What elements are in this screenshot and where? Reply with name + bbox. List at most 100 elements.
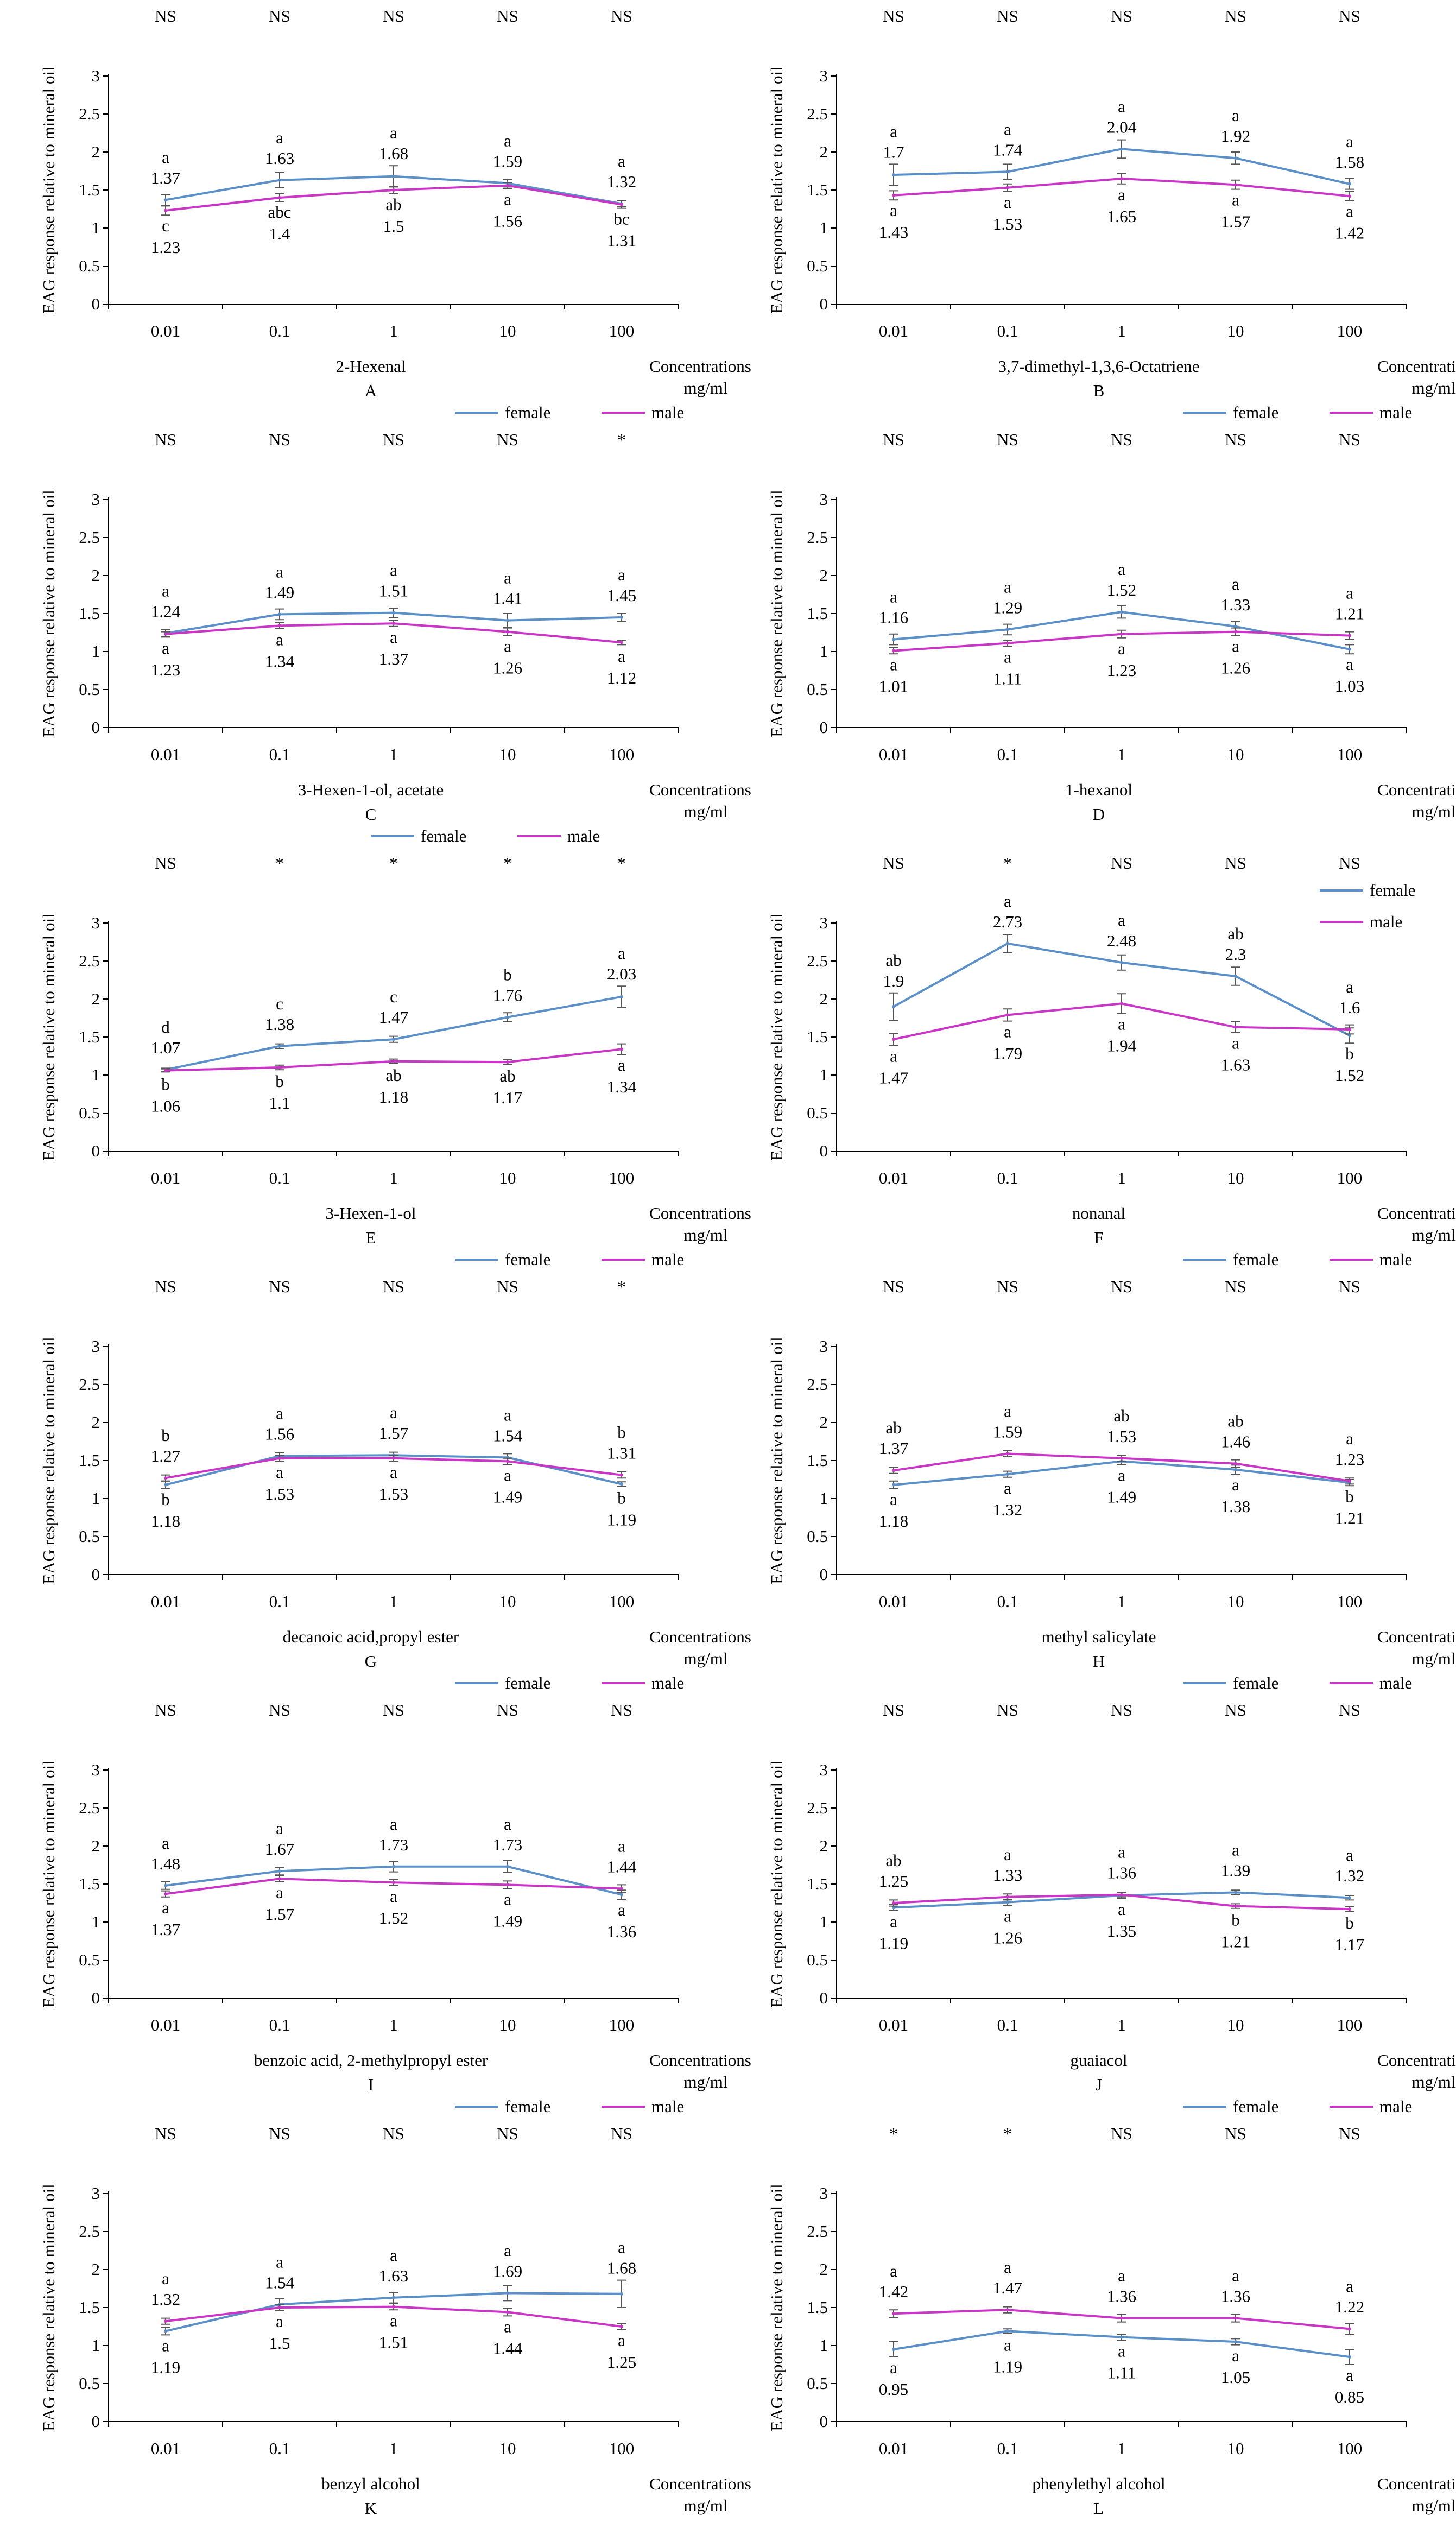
significance-letter: b — [503, 965, 512, 984]
female-data-point — [164, 1883, 167, 1887]
x-tick-label: 10 — [1227, 1592, 1244, 1611]
female-legend-label: female — [505, 1673, 550, 1692]
legend: female male — [455, 1250, 684, 1269]
significance-letter: ab — [885, 1851, 901, 1870]
female-data-point — [506, 1015, 509, 1019]
male-data-point — [892, 2312, 895, 2316]
y-tick-label: 0 — [92, 718, 100, 737]
significance-letter: a — [1232, 2346, 1239, 2365]
significance-letter: a — [504, 131, 511, 150]
data-label: 1.47 — [379, 1008, 408, 1027]
male-data-point — [1006, 1895, 1009, 1899]
compound-name: 3-Hexen-1-ol, acetate — [298, 780, 444, 799]
significance-letter: ab — [1227, 924, 1243, 943]
x-axis-label: Concentrations — [1377, 2051, 1456, 2070]
y-tick-label: 0 — [820, 1141, 828, 1160]
significance-letter: ab — [385, 195, 401, 214]
female-legend-label: female — [505, 2097, 550, 2116]
male-data-point — [1234, 630, 1237, 634]
x-tick-label: 0.01 — [879, 321, 908, 340]
data-label: 1.32 — [151, 2290, 180, 2309]
x-tick-label: 10 — [499, 1592, 516, 1611]
significance-letter: a — [1118, 1843, 1125, 1862]
significance-marker: NS — [1339, 1277, 1360, 1296]
significance-letter: a — [504, 1889, 511, 1908]
male-data-point — [1234, 1904, 1237, 1908]
data-label: 2.3 — [1225, 945, 1246, 964]
significance-letter: a — [618, 2331, 625, 2350]
data-label: 1.57 — [379, 1424, 408, 1443]
data-label: 1.53 — [993, 214, 1022, 233]
data-label: 1.53 — [265, 1484, 294, 1503]
data-label: 1.1 — [269, 1093, 290, 1113]
significance-letter: ab — [499, 1066, 515, 1085]
significance-letter: ab — [385, 1066, 401, 1085]
panel-letter: A — [365, 381, 377, 400]
data-label: 1.76 — [493, 986, 522, 1005]
y-tick-label: 2.5 — [79, 951, 100, 970]
male-data-point — [1120, 1456, 1123, 1460]
female-legend-label: female — [1233, 403, 1278, 422]
y-tick-label: 1.5 — [807, 1874, 828, 1893]
male-data-point — [620, 1887, 623, 1891]
female-data-point — [1120, 610, 1123, 614]
male-data-point — [278, 196, 281, 199]
x-axis-label: Concentrations — [1377, 1627, 1456, 1646]
significance-marker: NS — [155, 7, 176, 26]
data-label: 1.52 — [379, 1908, 408, 1927]
data-label: 1.92 — [1221, 127, 1250, 146]
y-tick-label: 2 — [92, 2260, 100, 2279]
significance-marker: NS — [269, 7, 290, 26]
significance-marker: NS — [383, 1277, 404, 1296]
panel-letter: C — [365, 805, 377, 824]
y-tick-label: 1.5 — [79, 2298, 100, 2317]
panel-letter: B — [1093, 381, 1105, 400]
male-data-point — [620, 1473, 623, 1477]
female-data-point — [392, 174, 395, 178]
significance-letter: a — [1346, 132, 1353, 151]
x-axis-label: Concentrations — [1377, 780, 1456, 799]
x-tick-label: 0.01 — [151, 321, 180, 340]
significance-marker: NS — [1225, 7, 1246, 26]
male-data-point — [392, 2305, 395, 2309]
x-tick-label: 100 — [1337, 1592, 1363, 1611]
significance-marker: NS — [1111, 854, 1132, 873]
data-label: 1.31 — [607, 1444, 636, 1463]
data-label: 1.53 — [379, 1484, 408, 1503]
male-data-point — [1006, 2308, 1009, 2312]
x-axis-unit: mg/ml — [684, 802, 728, 821]
significance-letter: a — [276, 2312, 283, 2331]
chart-panel-j: 0 0.5 1 1.5 2 2.5 3 0.01 0.1 1 10 100 EAG response r… — [767, 1673, 1456, 2094]
x-axis-unit: mg/ml — [1412, 378, 1456, 397]
significance-letter: a — [1232, 191, 1239, 210]
significance-letter: c — [162, 216, 169, 235]
significance-letter: a — [276, 2252, 283, 2271]
significance-letter: a — [1118, 2266, 1125, 2285]
significance-letter: a — [1232, 1840, 1239, 1859]
data-label: 1.23 — [151, 660, 180, 679]
y-tick-label: 0.5 — [807, 1527, 828, 1546]
significance-letter: a — [618, 565, 625, 584]
female-legend-label: female — [421, 826, 466, 845]
data-label: 1.07 — [151, 1038, 180, 1057]
x-tick-label: 0.01 — [879, 745, 908, 764]
data-label: 1.48 — [151, 1854, 180, 1873]
y-tick-label: 0 — [92, 1565, 100, 1584]
x-axis-label: Concentrations — [1377, 1204, 1456, 1223]
y-tick-label: 0 — [820, 2412, 828, 2431]
significance-letter: a — [504, 637, 511, 656]
x-axis-label: Concentrations — [1377, 2474, 1456, 2493]
y-tick-label: 0.5 — [79, 1527, 100, 1546]
legend: female male — [455, 2097, 684, 2116]
data-label: 1.46 — [1221, 1432, 1250, 1451]
data-label: 1.47 — [879, 1068, 908, 1087]
significance-letter: a — [504, 1465, 511, 1484]
x-tick-label: 1 — [389, 1168, 398, 1187]
x-tick-label: 0.1 — [269, 1592, 290, 1611]
male-data-point — [1006, 1452, 1009, 1456]
y-tick-label: 2 — [820, 142, 828, 161]
data-label: 1.22 — [1335, 2297, 1364, 2316]
data-label: 0.95 — [879, 2380, 908, 2399]
significance-marker: * — [617, 854, 626, 873]
significance-letter: a — [1346, 584, 1353, 603]
